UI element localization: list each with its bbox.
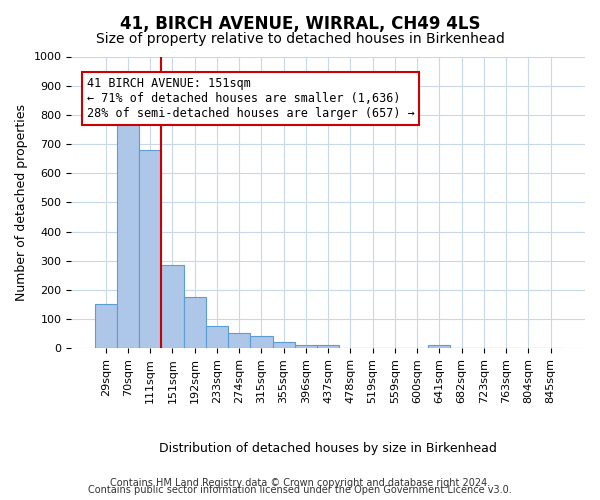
- Text: 41 BIRCH AVENUE: 151sqm
← 71% of detached houses are smaller (1,636)
28% of semi: 41 BIRCH AVENUE: 151sqm ← 71% of detache…: [86, 77, 415, 120]
- Y-axis label: Number of detached properties: Number of detached properties: [15, 104, 28, 301]
- Bar: [206, 326, 228, 348]
- Bar: [117, 108, 139, 348]
- Bar: [428, 346, 451, 348]
- Bar: [184, 297, 206, 348]
- Bar: [272, 342, 295, 348]
- Text: 41, BIRCH AVENUE, WIRRAL, CH49 4LS: 41, BIRCH AVENUE, WIRRAL, CH49 4LS: [120, 15, 480, 33]
- Bar: [250, 336, 272, 348]
- Bar: [139, 150, 161, 348]
- Bar: [161, 265, 184, 348]
- X-axis label: Distribution of detached houses by size in Birkenhead: Distribution of detached houses by size …: [159, 442, 497, 455]
- Bar: [317, 346, 339, 348]
- Bar: [95, 304, 117, 348]
- Text: Contains HM Land Registry data © Crown copyright and database right 2024.: Contains HM Land Registry data © Crown c…: [110, 478, 490, 488]
- Text: Contains public sector information licensed under the Open Government Licence v3: Contains public sector information licen…: [88, 485, 512, 495]
- Text: Size of property relative to detached houses in Birkenhead: Size of property relative to detached ho…: [95, 32, 505, 46]
- Bar: [228, 333, 250, 348]
- Bar: [295, 345, 317, 348]
